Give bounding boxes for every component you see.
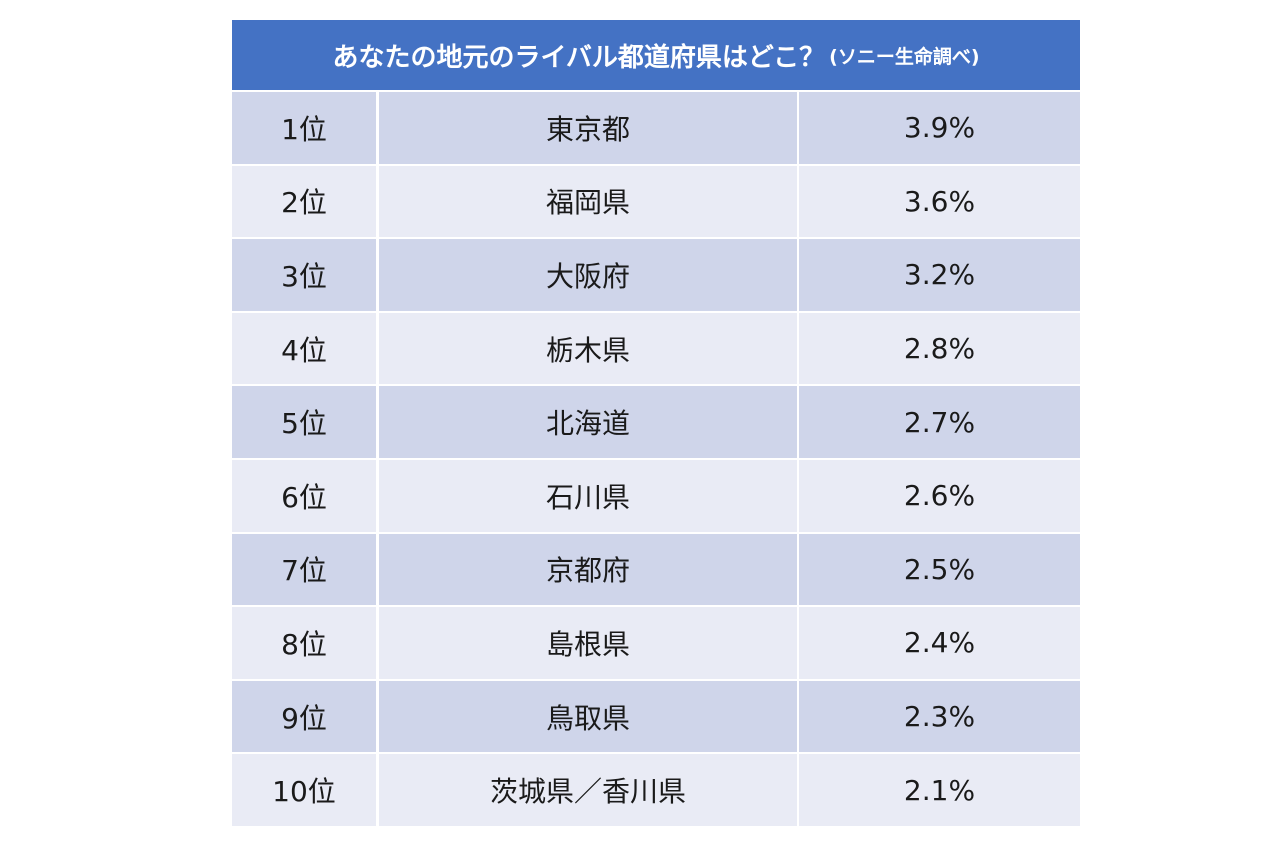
percent-cell: 3.6%	[799, 165, 1080, 238]
percent-cell: 2.8%	[799, 312, 1080, 385]
percent-cell: 3.2%	[799, 239, 1080, 311]
prefecture-cell: 茨城県／香川県	[379, 754, 797, 826]
table-source: (ソニー生命調べ)	[829, 45, 980, 68]
rank-cell: 1位	[232, 92, 376, 164]
prefecture-cell: 東京都	[379, 92, 797, 164]
prefecture-cell: 栃木県	[379, 312, 797, 385]
percent-cell: 2.1%	[799, 754, 1080, 826]
percent-cell: 2.4%	[799, 607, 1080, 679]
rank-cell: 3位	[232, 239, 376, 311]
prefecture-cell: 大阪府	[379, 239, 797, 311]
percent-cell: 2.7%	[799, 386, 1080, 458]
rank-cell: 6位	[232, 460, 376, 532]
rank-cell: 7位	[232, 533, 376, 606]
prefecture-cell: 北海道	[379, 386, 797, 458]
percent-cell: 2.6%	[799, 460, 1080, 532]
rank-cell: 2位	[232, 165, 376, 238]
prefecture-cell: 福岡県	[379, 165, 797, 238]
prefecture-cell: 京都府	[379, 533, 797, 606]
prefecture-cell: 石川県	[379, 460, 797, 532]
percent-cell: 2.3%	[799, 680, 1080, 753]
rank-cell: 8位	[232, 607, 376, 679]
prefecture-cell: 鳥取県	[379, 680, 797, 753]
rank-cell: 9位	[232, 680, 376, 753]
table-title: あなたの地元のライバル都道府県はどこ？	[332, 42, 826, 73]
rank-cell: 10位	[232, 754, 376, 826]
prefecture-cell: 島根県	[379, 607, 797, 679]
rank-cell: 4位	[232, 312, 376, 385]
table-header: あなたの地元のライバル都道府県はどこ？ (ソニー生命調べ)	[232, 20, 1080, 90]
rank-cell: 5位	[232, 386, 376, 458]
percent-cell: 3.9%	[799, 92, 1080, 164]
percent-cell: 2.5%	[799, 533, 1080, 606]
